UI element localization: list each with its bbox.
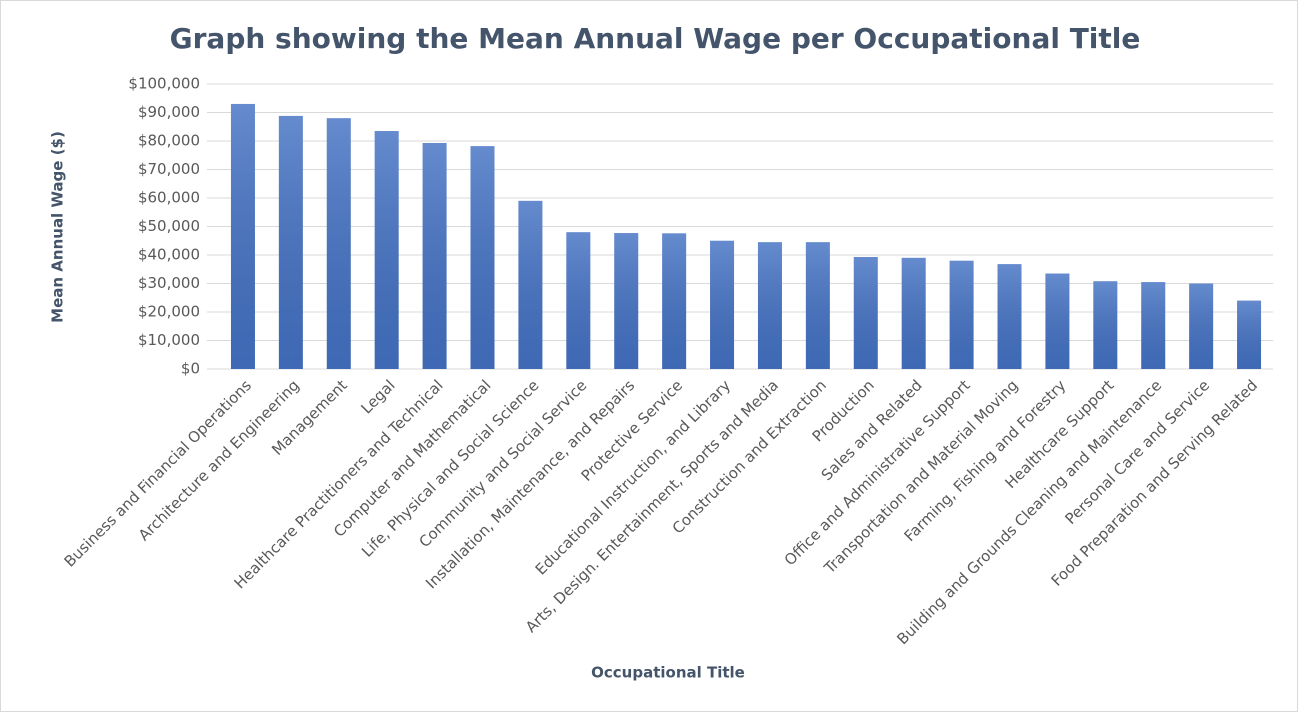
y-tick-label: $70,000: [138, 160, 200, 178]
bar-shade: [710, 240, 735, 369]
y-axis-title: Mean Annual Wage ($): [49, 131, 67, 323]
bar-shade: [901, 257, 926, 369]
y-tick-label: $30,000: [138, 274, 200, 292]
bar-shade: [1045, 273, 1070, 369]
bar-shade: [326, 118, 351, 369]
bar-shade: [853, 256, 878, 369]
bar-shade: [662, 233, 687, 369]
bar-shade: [614, 233, 639, 369]
bar-shade: [805, 242, 830, 369]
y-tick-label: $10,000: [138, 331, 200, 349]
y-tick-label: $40,000: [138, 246, 200, 264]
bar-shade: [230, 103, 255, 369]
bar-shade: [1237, 300, 1262, 369]
bar-shade: [949, 260, 974, 369]
bar-shade: [566, 232, 591, 369]
bar-shade: [470, 146, 495, 369]
bar-shade: [374, 131, 399, 369]
x-axis-title: Occupational Title: [591, 664, 745, 682]
chart-title: Graph showing the Mean Annual Wage per O…: [170, 22, 1141, 55]
bar-shade: [1093, 281, 1118, 369]
bar-shade: [997, 264, 1022, 369]
y-tick-label: $60,000: [138, 189, 200, 207]
bar-shade: [757, 242, 782, 369]
bar-shade: [278, 115, 303, 369]
y-tick-label: $20,000: [138, 303, 200, 321]
y-tick-label: $90,000: [138, 103, 200, 121]
y-tick-label: $80,000: [138, 132, 200, 150]
y-tick-label: $0: [181, 360, 200, 378]
bar-shade: [1189, 283, 1214, 369]
y-tick-label: $50,000: [138, 217, 200, 235]
bar-shade: [1141, 282, 1166, 369]
y-tick-label: $100,000: [128, 75, 200, 93]
bar-shade: [422, 142, 447, 369]
bar-shade: [518, 200, 543, 369]
